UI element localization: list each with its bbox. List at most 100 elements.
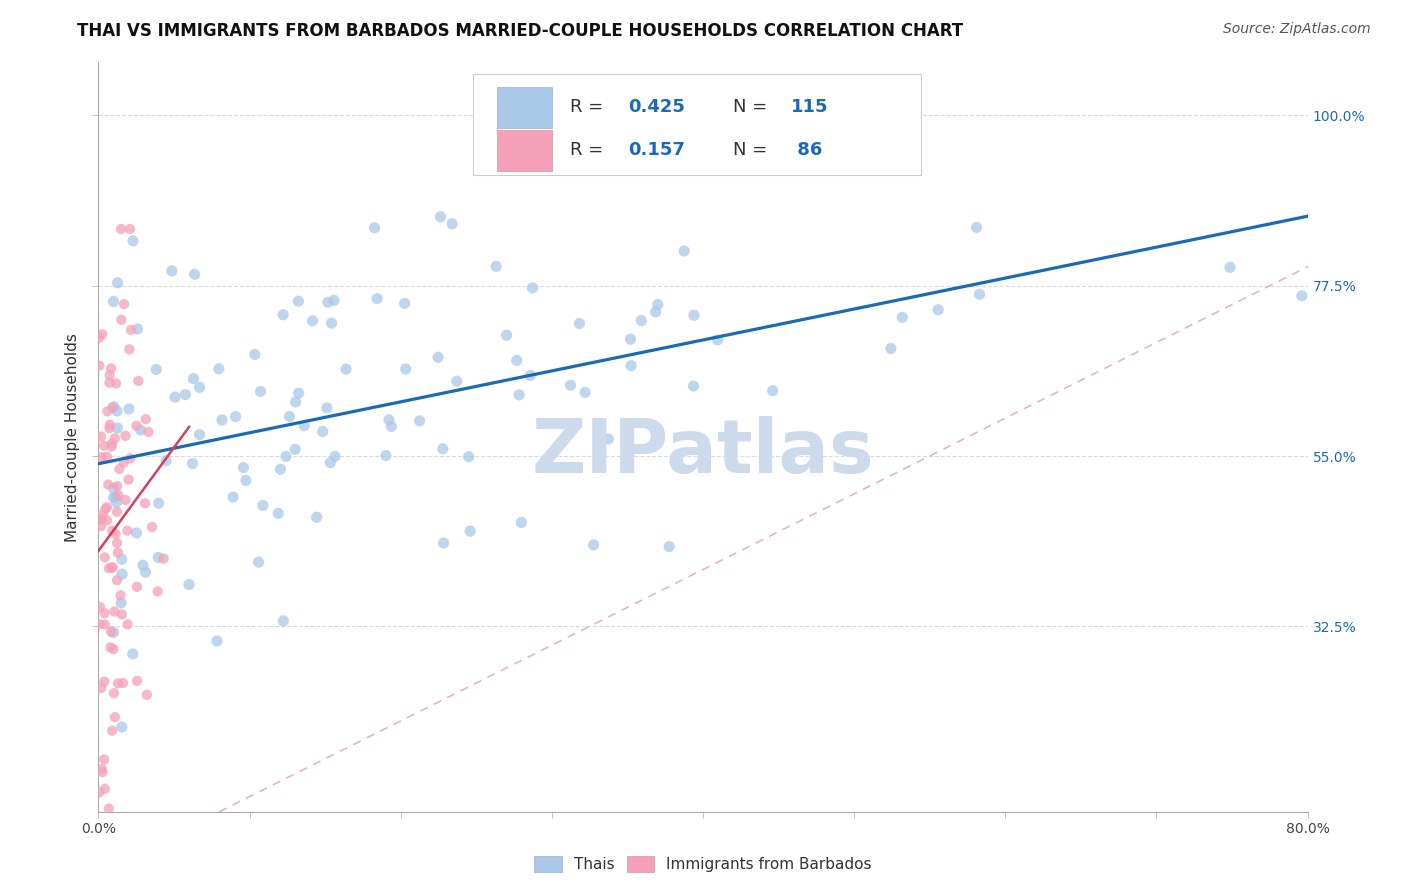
Y-axis label: Married-couple Households: Married-couple Households [65,333,80,541]
Point [222,490,245,504]
Point [312,425,335,439]
Point [107,276,129,290]
Point [267,506,290,520]
Point [232,460,254,475]
Point [94,781,117,796]
Text: 0.425: 0.425 [628,98,685,116]
Point [101,723,124,738]
Point [89,617,111,632]
Point [880,342,903,356]
Point [644,305,666,319]
Point [103,491,125,505]
Point [287,294,309,309]
Point [134,565,156,579]
Point [129,423,152,437]
Point [125,525,148,540]
Point [90,519,112,533]
Point [394,296,416,310]
Point [363,220,385,235]
Point [269,462,291,476]
Point [103,686,125,700]
Point [127,374,149,388]
Text: R =: R = [569,142,609,160]
Point [568,317,591,331]
Point [117,473,139,487]
Point [152,551,174,566]
Text: THAI VS IMMIGRANTS FROM BARBADOS MARRIED-COUPLE HOUSEHOLDS CORRELATION CHART: THAI VS IMMIGRANTS FROM BARBADOS MARRIED… [77,22,963,40]
Point [114,493,136,508]
Point [96,500,118,515]
Point [630,313,652,327]
Point [598,432,620,446]
Text: N =: N = [734,142,773,160]
Point [321,316,343,330]
Point [111,552,134,566]
Point [110,222,132,236]
Point [145,362,167,376]
Point [205,634,228,648]
Point [103,294,125,309]
Point [163,390,186,404]
Point [93,674,115,689]
Point [111,567,134,582]
Point [89,359,111,373]
Point [91,765,114,780]
Point [408,414,430,428]
Point [100,361,122,376]
Point [90,429,112,443]
Text: 86: 86 [792,142,823,160]
Point [118,401,141,416]
Point [105,505,128,519]
Point [188,427,211,442]
Point [103,400,125,414]
Point [146,584,169,599]
Point [519,368,541,383]
Point [97,477,120,491]
Point [117,617,139,632]
Point [366,292,388,306]
Point [284,395,307,409]
Text: N =: N = [734,98,773,116]
Point [112,676,135,690]
Point [706,333,728,347]
Point [316,295,339,310]
Point [395,362,418,376]
Point [274,450,297,464]
Point [582,538,605,552]
Point [107,676,129,690]
Point [155,454,177,468]
Point [1219,260,1241,275]
Point [673,244,696,258]
Point [107,488,129,502]
Point [90,512,112,526]
Point [574,385,596,400]
Point [335,362,357,376]
Point [620,359,643,373]
Point [148,550,170,565]
Point [278,409,301,424]
Point [100,440,122,454]
Point [503,99,526,113]
Point [97,801,120,815]
Point [100,640,122,655]
Point [100,560,122,574]
Point [103,642,125,657]
Point [101,401,124,415]
Point [87,331,110,345]
Point [315,401,337,415]
Point [647,297,669,311]
Point [160,264,183,278]
Text: ZIPatlas: ZIPatlas [531,416,875,489]
Point [510,516,533,530]
Point [571,152,593,166]
Point [112,455,135,469]
Point [682,379,704,393]
Point [380,419,402,434]
Point [378,413,401,427]
Point [135,412,157,426]
FancyBboxPatch shape [474,74,921,175]
Point [432,442,454,456]
Point [117,524,139,538]
Point [181,457,204,471]
Point [105,404,128,418]
